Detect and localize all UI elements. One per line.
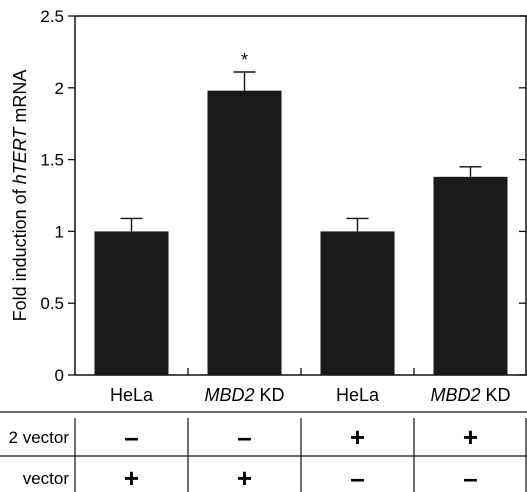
x-tick-label-italic: MBD2 xyxy=(430,385,480,405)
y-axis-label: Fold induction of hTERT mRNA xyxy=(10,70,30,322)
y-tick-label: 0 xyxy=(55,366,64,385)
x-tick-label: HeLa xyxy=(336,385,380,405)
x-tick-label-text: HeLa xyxy=(336,385,380,405)
table-mark: + xyxy=(350,422,365,452)
table-mark: – xyxy=(124,422,138,452)
y-tick-label: 2 xyxy=(55,79,64,98)
table-mark: – xyxy=(237,422,251,452)
table-mark: + xyxy=(237,463,252,492)
bar xyxy=(207,90,282,375)
condition-table: 2 vector – – + + vector + + – – xyxy=(0,411,527,492)
y-tick-label: 0.5 xyxy=(40,294,64,313)
table-mark: – xyxy=(463,463,477,492)
y-axis-label-part: mRNA xyxy=(10,70,30,128)
y-axis-label-part: Fold induction of xyxy=(10,184,30,321)
bar xyxy=(94,231,169,375)
x-tick-label: MBD2 KD xyxy=(430,385,510,405)
y-tick-label: 1 xyxy=(55,222,64,241)
significance-marker: * xyxy=(241,50,248,70)
table-row-label: 2 vector xyxy=(9,428,70,447)
y-tick-label: 2.5 xyxy=(40,7,64,26)
labels: 0 0.5 1 1.5 2 2.5 Fold induction of hTERT mRNA… xyxy=(10,7,511,405)
x-tick-label-text: KD xyxy=(481,385,511,405)
y-axis-label-part: hTERT xyxy=(10,126,30,185)
x-tick-label-text: HeLa xyxy=(110,385,154,405)
bar xyxy=(433,176,508,375)
table-mark: – xyxy=(350,463,364,492)
bars xyxy=(94,71,508,375)
x-tick-label-text: KD xyxy=(255,385,285,405)
x-tick-label-italic: MBD2 xyxy=(204,385,254,405)
y-tick-label: 1.5 xyxy=(40,151,64,170)
table-row-label: vector xyxy=(23,469,70,488)
x-tick-label: HeLa xyxy=(110,385,154,405)
bar xyxy=(320,231,395,375)
x-tick-label: MBD2 KD xyxy=(204,385,284,405)
table-mark: + xyxy=(124,463,139,492)
table-mark: + xyxy=(463,422,478,452)
